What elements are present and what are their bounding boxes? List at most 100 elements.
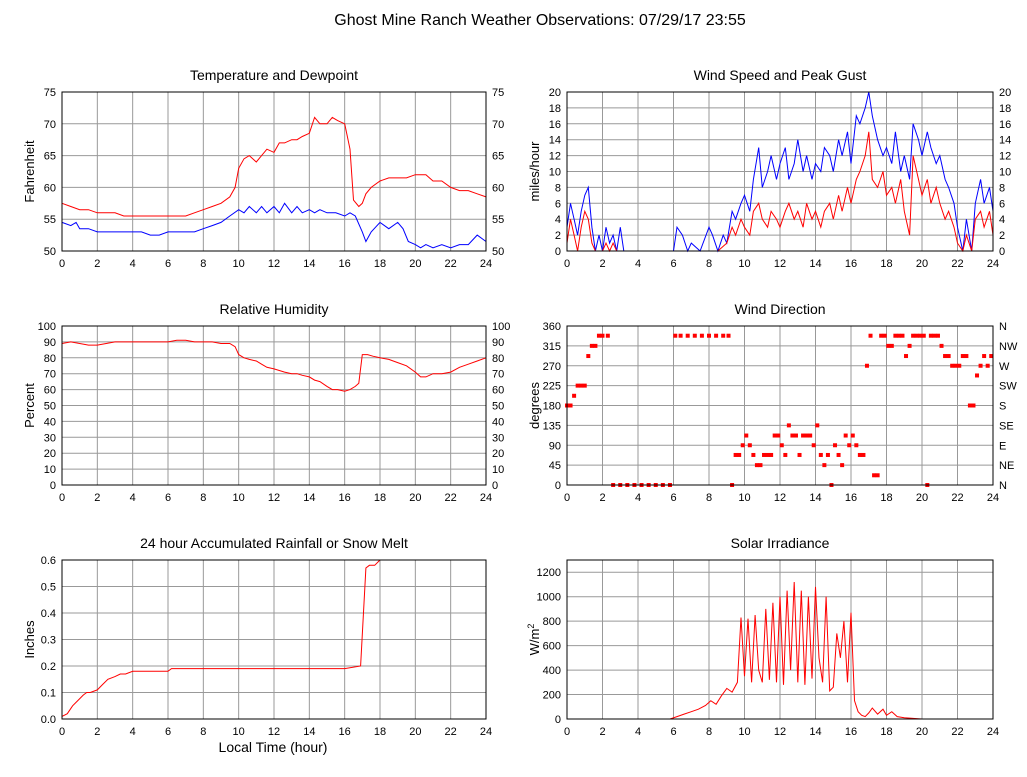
right-tick-label: N bbox=[999, 480, 1007, 492]
x-tick-label: 24 bbox=[987, 492, 999, 504]
x-tick-label: 2 bbox=[94, 492, 100, 504]
y-tick-label: 90 bbox=[44, 337, 56, 349]
wdir-title: Wind Direction bbox=[734, 301, 825, 317]
data-point bbox=[833, 443, 838, 448]
x-tick-label: 8 bbox=[706, 258, 712, 270]
x-tick-label: 14 bbox=[809, 492, 821, 504]
right-tick-label: 12 bbox=[999, 151, 1011, 163]
y-tick-label: 20 bbox=[549, 87, 561, 99]
y-tick-label: 90 bbox=[549, 440, 561, 452]
x-tick-label: 24 bbox=[480, 492, 492, 504]
right-tick-label: 0 bbox=[999, 246, 1005, 258]
data-point bbox=[900, 333, 905, 338]
right-tick-label: 75 bbox=[492, 87, 504, 99]
x-tick-label: 18 bbox=[880, 726, 892, 738]
wdir-y-axis-label: degrees bbox=[527, 382, 542, 429]
x-tick-label: 0 bbox=[59, 492, 65, 504]
data-point bbox=[840, 463, 845, 468]
right-tick-label: 8 bbox=[999, 182, 1005, 194]
right-tick-label: 55 bbox=[492, 214, 504, 226]
series-line-0 bbox=[61, 116, 487, 217]
right-tick-label: 80 bbox=[492, 353, 504, 365]
data-point bbox=[907, 343, 912, 348]
data-point bbox=[707, 333, 711, 338]
right-tick-label: E bbox=[999, 440, 1006, 452]
data-point bbox=[868, 333, 873, 338]
data-point bbox=[886, 343, 891, 348]
data-point bbox=[685, 333, 690, 338]
x-tick-label: 20 bbox=[409, 726, 421, 738]
series-line-0 bbox=[567, 581, 993, 720]
x-tick-label: 6 bbox=[165, 258, 171, 270]
y-tick-label: 0 bbox=[555, 246, 561, 258]
data-point bbox=[975, 373, 980, 378]
y-tick-label: 200 bbox=[543, 690, 561, 702]
data-point bbox=[568, 403, 573, 408]
data-point bbox=[950, 363, 955, 368]
x-tick-label: 20 bbox=[409, 258, 421, 270]
data-point bbox=[854, 443, 859, 448]
x-tick-label: 0 bbox=[59, 726, 65, 738]
y-tick-label: 65 bbox=[44, 151, 56, 163]
data-point bbox=[776, 433, 781, 438]
y-tick-label: 2 bbox=[555, 230, 561, 242]
data-point bbox=[808, 433, 813, 438]
y-tick-label: 100 bbox=[38, 321, 56, 333]
x-axis-label: Local Time (hour) bbox=[219, 739, 328, 755]
x-tick-label: 18 bbox=[374, 258, 386, 270]
data-point bbox=[737, 452, 742, 457]
right-tick-label: 16 bbox=[999, 119, 1011, 131]
rain-title: 24 hour Accumulated Rainfall or Snow Mel… bbox=[140, 535, 408, 551]
solar-y-axis-label: W/m2 bbox=[526, 624, 542, 656]
y-tick-label: 225 bbox=[543, 381, 561, 393]
y-tick-label: 8 bbox=[555, 182, 561, 194]
page-title: Ghost Mine Ranch Weather Observations: 0… bbox=[334, 12, 746, 29]
right-tick-label: 70 bbox=[492, 369, 504, 381]
y-tick-label: 0.4 bbox=[41, 608, 56, 620]
data-point bbox=[822, 463, 827, 468]
y-tick-label: 0.2 bbox=[41, 661, 56, 673]
x-tick-label: 22 bbox=[951, 258, 963, 270]
y-tick-label: 0.1 bbox=[41, 688, 56, 700]
wind-y-axis-label: miles/hour bbox=[527, 141, 542, 202]
y-tick-label: 0.0 bbox=[41, 714, 56, 726]
y-tick-label: 0 bbox=[555, 480, 561, 492]
data-point bbox=[699, 333, 704, 338]
x-tick-label: 2 bbox=[94, 726, 100, 738]
x-tick-label: 10 bbox=[233, 492, 245, 504]
right-tick-label: 2 bbox=[999, 230, 1005, 242]
right-tick-label: NW bbox=[999, 341, 1018, 353]
x-tick-label: 14 bbox=[303, 726, 315, 738]
series-line-1 bbox=[566, 131, 994, 253]
rain-y-axis-label: Inches bbox=[22, 620, 37, 659]
right-tick-label: SE bbox=[999, 420, 1014, 432]
data-point bbox=[815, 423, 820, 428]
x-tick-label: 20 bbox=[916, 726, 928, 738]
data-point bbox=[864, 363, 869, 368]
data-point bbox=[754, 463, 759, 468]
data-point bbox=[850, 433, 855, 438]
plot-frame bbox=[566, 91, 994, 252]
right-tick-label: NE bbox=[999, 460, 1014, 472]
x-tick-label: 22 bbox=[951, 726, 963, 738]
y-tick-label: 70 bbox=[44, 369, 56, 381]
rh-title: Relative Humidity bbox=[220, 301, 329, 317]
plot-frame bbox=[566, 559, 994, 720]
y-tick-label: 40 bbox=[44, 416, 56, 428]
x-tick-label: 0 bbox=[564, 726, 570, 738]
data-point bbox=[967, 403, 972, 408]
y-tick-label: 135 bbox=[543, 420, 561, 432]
right-tick-label: 30 bbox=[492, 432, 504, 444]
x-tick-label: 16 bbox=[845, 726, 857, 738]
x-tick-label: 16 bbox=[845, 492, 857, 504]
x-tick-label: 16 bbox=[845, 258, 857, 270]
y-tick-label: 20 bbox=[44, 448, 56, 460]
y-tick-label: 50 bbox=[44, 246, 56, 258]
data-point bbox=[893, 333, 898, 338]
y-tick-label: 30 bbox=[44, 432, 56, 444]
x-tick-label: 12 bbox=[774, 492, 786, 504]
right-tick-label: 20 bbox=[999, 87, 1011, 99]
rh-y-axis-label: Percent bbox=[22, 383, 37, 428]
